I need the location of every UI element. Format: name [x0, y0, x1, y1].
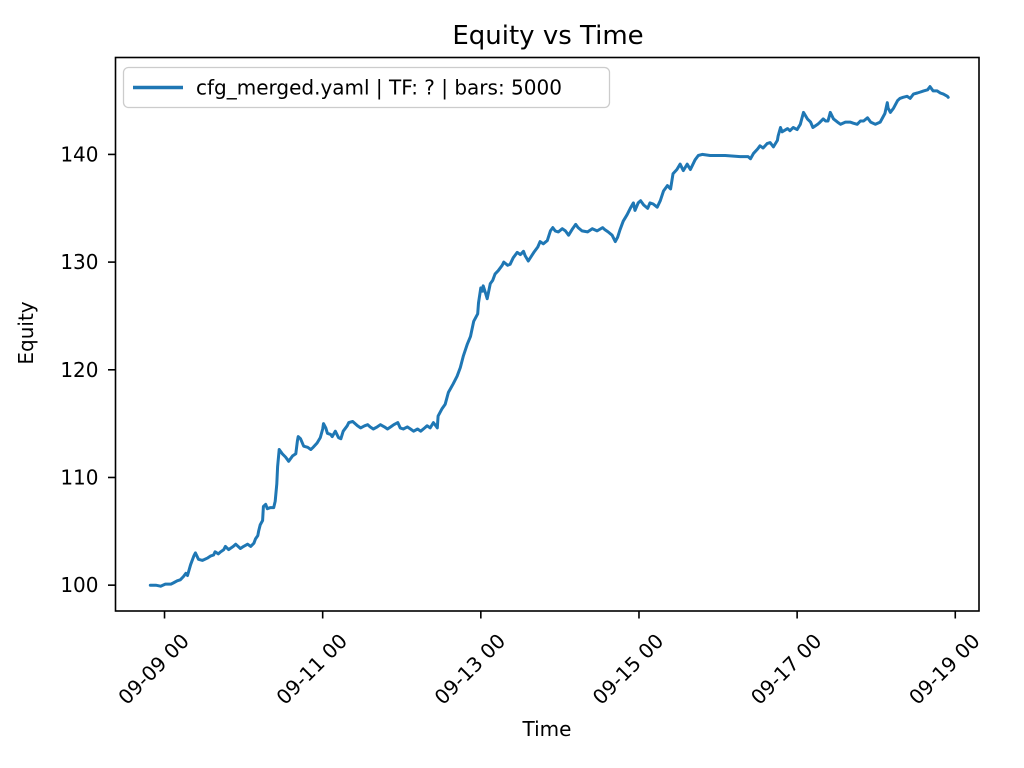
y-tick-label: 110	[60, 465, 98, 489]
x-tick-label: 09-11 00	[271, 629, 352, 710]
plot-area	[114, 56, 980, 612]
x-tick-label: 09-19 00	[904, 629, 985, 710]
legend-frame	[122, 66, 611, 109]
y-axis-ticks: 100 110 120 130 140	[60, 142, 116, 597]
y-tick-label: 100	[60, 573, 98, 597]
legend: cfg_merged.yaml | TF: ? | bars: 5000	[122, 66, 611, 109]
y-tick-label: 120	[60, 358, 98, 382]
y-tick-label: 140	[60, 142, 98, 166]
x-tick-label: 09-15 00	[588, 629, 669, 710]
y-tick-label: 130	[60, 250, 98, 274]
x-axis-label: Time	[522, 717, 572, 741]
x-tick-label: 09-09 00	[113, 629, 194, 710]
y-axis-label: Equity	[14, 301, 38, 364]
legend-label: cfg_merged.yaml | TF: ? | bars: 5000	[196, 76, 562, 100]
chart-title: Equity vs Time	[452, 21, 643, 51]
equity-line	[148, 85, 950, 588]
x-axis-ticks: 09-09 00 09-11 00 09-13 00 09-15 00 09-17 00…	[113, 611, 985, 710]
x-tick-label: 09-17 00	[746, 629, 827, 710]
x-tick-label: 09-13 00	[430, 629, 511, 710]
